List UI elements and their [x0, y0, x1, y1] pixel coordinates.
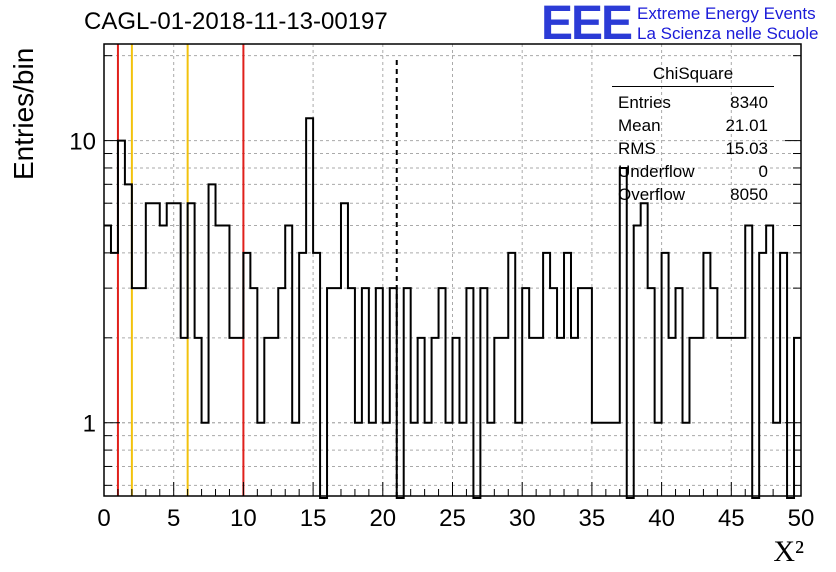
stats-row: Overflow 8050 — [612, 183, 774, 206]
stats-label: RMS — [618, 139, 656, 158]
x-tick-label: 45 — [718, 505, 745, 532]
x-axis-label: X² — [773, 535, 804, 568]
y-tick-label: 1 — [83, 411, 96, 438]
eee-logo: EEE — [541, 0, 633, 50]
stats-label: Underflow — [618, 162, 695, 181]
x-tick-label: 30 — [509, 505, 536, 532]
stats-value: 8340 — [730, 93, 768, 112]
stats-value: 21.01 — [725, 116, 768, 135]
x-tick-label: 20 — [369, 505, 396, 532]
logo-line-2: La Scienza nelle Scuole — [637, 24, 819, 43]
stats-row: RMS 15.03 — [612, 137, 774, 160]
stats-row: Entries 8340 — [612, 91, 774, 114]
stats-label: Mean — [618, 116, 661, 135]
stats-value: 0 — [758, 162, 768, 181]
stats-box: ChiSquare Entries 8340 Mean 21.01 RMS 15.03 Un… — [612, 64, 774, 206]
y-axis-label: Entries/bin — [8, 47, 39, 180]
stats-value: 15.03 — [725, 139, 768, 158]
histogram-series — [104, 117, 801, 499]
stats-title: ChiSquare — [612, 64, 774, 87]
stats-label: Entries — [618, 93, 671, 112]
x-tick-label: 25 — [439, 505, 466, 532]
x-tick-label: 50 — [788, 505, 815, 532]
x-tick-label: 40 — [648, 505, 675, 532]
stats-value: 8050 — [730, 185, 768, 204]
x-tick-label: 5 — [167, 505, 180, 532]
stats-row: Mean 21.01 — [612, 114, 774, 137]
y-tick-label: 10 — [69, 129, 96, 156]
x-tick-label: 0 — [97, 505, 110, 532]
chart-title: CAGL-01-2018-11-13-00197 — [84, 8, 388, 35]
x-tick-label: 10 — [230, 505, 257, 532]
stats-row: Underflow 0 — [612, 160, 774, 183]
x-tick-label: 35 — [579, 505, 606, 532]
stats-label: Overflow — [618, 185, 686, 204]
logo-line-1: Extreme Energy Events — [637, 4, 816, 23]
x-tick-label: 15 — [300, 505, 327, 532]
